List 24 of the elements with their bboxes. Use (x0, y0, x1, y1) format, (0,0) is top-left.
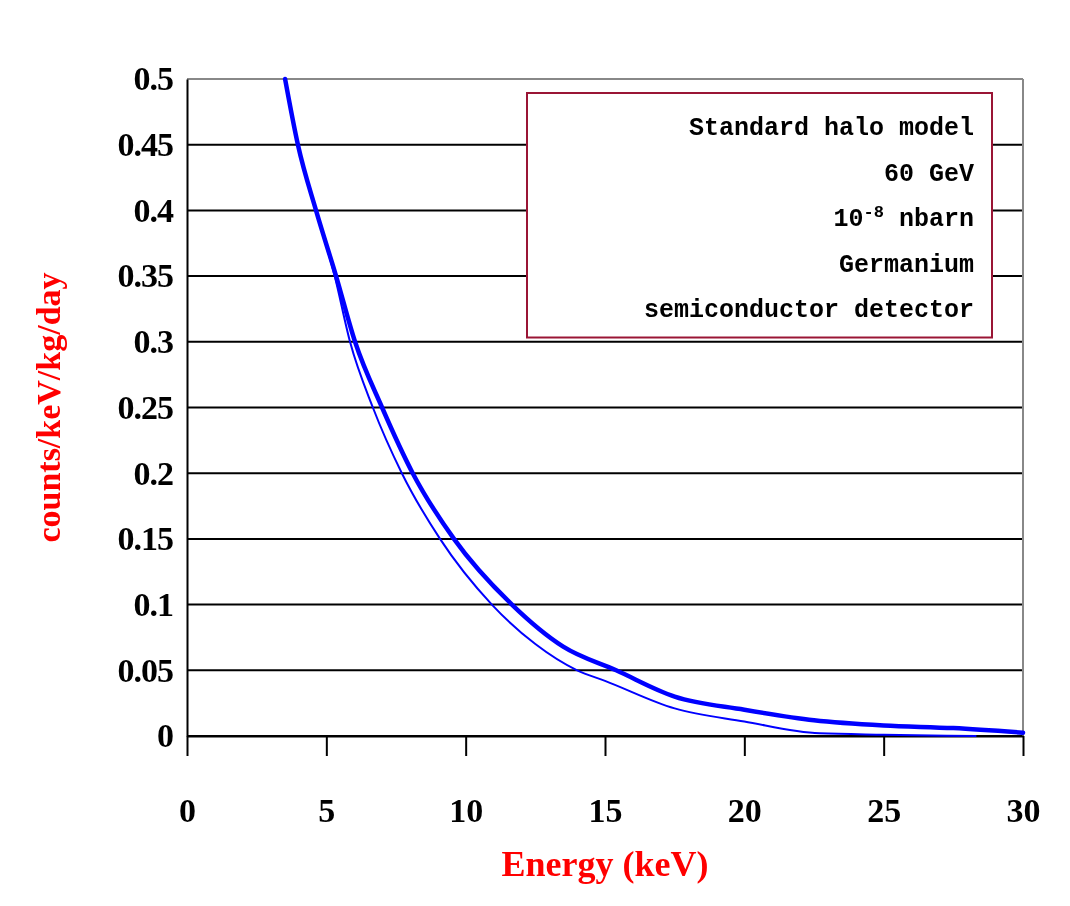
y-tick-label: 0.5 (133, 60, 173, 98)
y-tick-label: 0.3 (133, 323, 173, 361)
x-tick-label: 15 (588, 792, 623, 830)
x-axis-title: Energy (keV) (501, 844, 709, 884)
annotation: 60 GeV (883, 159, 974, 189)
x-tick-label: 20 (727, 792, 762, 830)
y-tick-label: 0.25 (117, 388, 173, 426)
y-tick-label: 0.05 (117, 651, 173, 689)
y-axis-title: counts/keV/kg/day (30, 272, 67, 543)
y-tick-label: 0.35 (117, 257, 173, 295)
y-tick-label: 0.2 (133, 454, 173, 492)
y-tick-label: 0.4 (133, 191, 174, 229)
annotation: Standard halo model (688, 114, 974, 143)
annotation: semiconductor detector (643, 296, 974, 325)
x-tick-label: 25 (867, 792, 902, 830)
y-tick-label: 0.1 (133, 585, 173, 623)
annotation: Germanium (838, 250, 974, 280)
y-tick-label: 0 (157, 717, 173, 755)
y-tick-label: 0.45 (117, 126, 173, 164)
annotation: 10$^{-8}$ nbarn (833, 202, 974, 234)
x-tick-label: 10 (449, 792, 484, 830)
x-tick-label: 5 (318, 792, 336, 830)
y-tick-label: 0.15 (117, 520, 173, 558)
x-tick-label: 30 (1006, 792, 1041, 830)
